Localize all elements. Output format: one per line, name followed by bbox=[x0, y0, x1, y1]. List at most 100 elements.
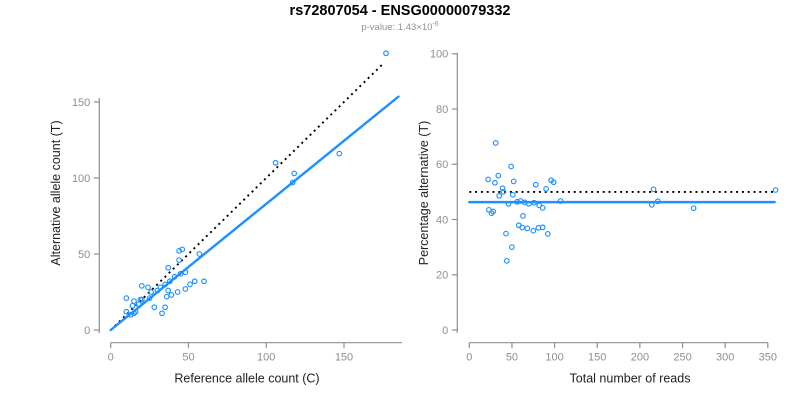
data-point bbox=[524, 225, 531, 232]
left-scatter-panel: 0 50 100 150 0 50 100 150 Reference allele count… bbox=[49, 50, 402, 386]
x-tick-label: 300 bbox=[716, 352, 734, 364]
y-tick-label: 60 bbox=[436, 159, 448, 171]
y-tick-label: 80 bbox=[436, 104, 448, 116]
data-point bbox=[510, 178, 517, 185]
data-point bbox=[162, 281, 168, 288]
data-point bbox=[196, 251, 203, 257]
y-tick-label: 0 bbox=[442, 325, 448, 337]
data-point bbox=[532, 181, 539, 188]
data-point bbox=[383, 50, 389, 57]
data-point bbox=[499, 185, 506, 192]
data-point bbox=[146, 295, 153, 301]
data-point bbox=[182, 269, 189, 276]
data-point bbox=[492, 179, 498, 186]
data-point bbox=[505, 200, 512, 207]
data-point bbox=[519, 224, 526, 231]
data-point bbox=[509, 244, 515, 250]
data-point bbox=[509, 191, 516, 198]
x-tick-label: 100 bbox=[257, 352, 275, 364]
data-point bbox=[520, 213, 526, 219]
fit-line bbox=[109, 95, 400, 332]
x-tick-label: 0 bbox=[108, 352, 114, 364]
pvalue-exponent: -6 bbox=[432, 21, 439, 28]
data-point bbox=[526, 200, 532, 207]
x-tick-label: 200 bbox=[631, 352, 649, 364]
y-tick-label: 100 bbox=[430, 49, 448, 61]
data-point bbox=[503, 230, 509, 237]
y-tick-label: 150 bbox=[72, 97, 90, 109]
x-tick-label: 0 bbox=[466, 352, 472, 364]
data-point bbox=[159, 310, 165, 317]
data-point bbox=[163, 293, 170, 300]
data-point bbox=[151, 304, 158, 311]
x-tick-label: 150 bbox=[335, 352, 353, 364]
data-point bbox=[690, 205, 697, 212]
data-point bbox=[289, 179, 296, 186]
data-point bbox=[154, 287, 161, 294]
data-point bbox=[176, 257, 182, 263]
data-point bbox=[508, 163, 514, 170]
data-point bbox=[485, 176, 491, 183]
data-point bbox=[166, 278, 173, 285]
data-point bbox=[500, 189, 507, 195]
y-axis-label: Percentage alternative (T) bbox=[417, 121, 431, 266]
data-point bbox=[191, 278, 198, 285]
data-point bbox=[291, 170, 298, 177]
data-point bbox=[514, 198, 520, 205]
data-point bbox=[162, 304, 168, 311]
data-point bbox=[176, 248, 182, 254]
x-tick-label: 100 bbox=[545, 352, 563, 364]
x-axis-label: Reference allele count (C) bbox=[174, 372, 319, 386]
data-point bbox=[492, 140, 499, 146]
data-point bbox=[171, 273, 178, 280]
data-point bbox=[543, 186, 549, 192]
data-point bbox=[123, 308, 130, 315]
x-tick-label: 50 bbox=[182, 352, 194, 364]
data-point bbox=[131, 298, 137, 304]
data-point bbox=[503, 258, 510, 264]
y-axis-label: Alternative allele count (T) bbox=[49, 120, 63, 265]
data-point bbox=[138, 296, 145, 303]
data-point bbox=[129, 302, 136, 309]
data-point bbox=[272, 159, 279, 166]
pvalue-label: p-value: 1.43×10 bbox=[361, 22, 433, 34]
x-axis-label: Total number of reads bbox=[570, 372, 691, 386]
data-point bbox=[123, 295, 130, 301]
data-point bbox=[557, 198, 564, 204]
data-point bbox=[168, 292, 175, 298]
data-point bbox=[135, 301, 142, 308]
data-point bbox=[550, 179, 557, 186]
y-tick-label: 40 bbox=[436, 214, 448, 226]
data-point bbox=[531, 199, 537, 206]
x-tick-label: 150 bbox=[588, 352, 606, 364]
data-point bbox=[495, 172, 502, 179]
data-point bbox=[648, 202, 655, 208]
y-tick-label: 100 bbox=[72, 173, 90, 185]
data-point bbox=[336, 150, 343, 157]
data-point bbox=[165, 264, 172, 271]
figure-subtitle: p-value: 1.43×10-6 bbox=[0, 21, 800, 33]
y-tick-label: 20 bbox=[436, 270, 448, 282]
data-point bbox=[132, 308, 139, 315]
data-point bbox=[182, 286, 189, 292]
data-point bbox=[174, 289, 181, 295]
data-point bbox=[148, 289, 154, 295]
data-point bbox=[131, 310, 137, 317]
figure-title: rs72807054 - ENSG00000079332 bbox=[289, 3, 511, 19]
data-point bbox=[530, 227, 537, 234]
data-point bbox=[179, 246, 186, 253]
data-point bbox=[165, 287, 172, 294]
data-point bbox=[654, 198, 661, 205]
data-point bbox=[145, 284, 151, 291]
x-tick-label: 250 bbox=[673, 352, 691, 364]
y-tick-label: 50 bbox=[78, 249, 90, 261]
x-tick-label: 350 bbox=[759, 352, 777, 364]
data-point bbox=[187, 281, 193, 288]
data-point bbox=[496, 192, 503, 199]
data-point bbox=[490, 208, 497, 215]
data-point bbox=[138, 283, 145, 289]
data-point bbox=[539, 205, 546, 211]
right-scatter-panel: 0 50 100 150 200 250 300 350 0 20 40 60 80 100 Total n… bbox=[417, 49, 779, 386]
